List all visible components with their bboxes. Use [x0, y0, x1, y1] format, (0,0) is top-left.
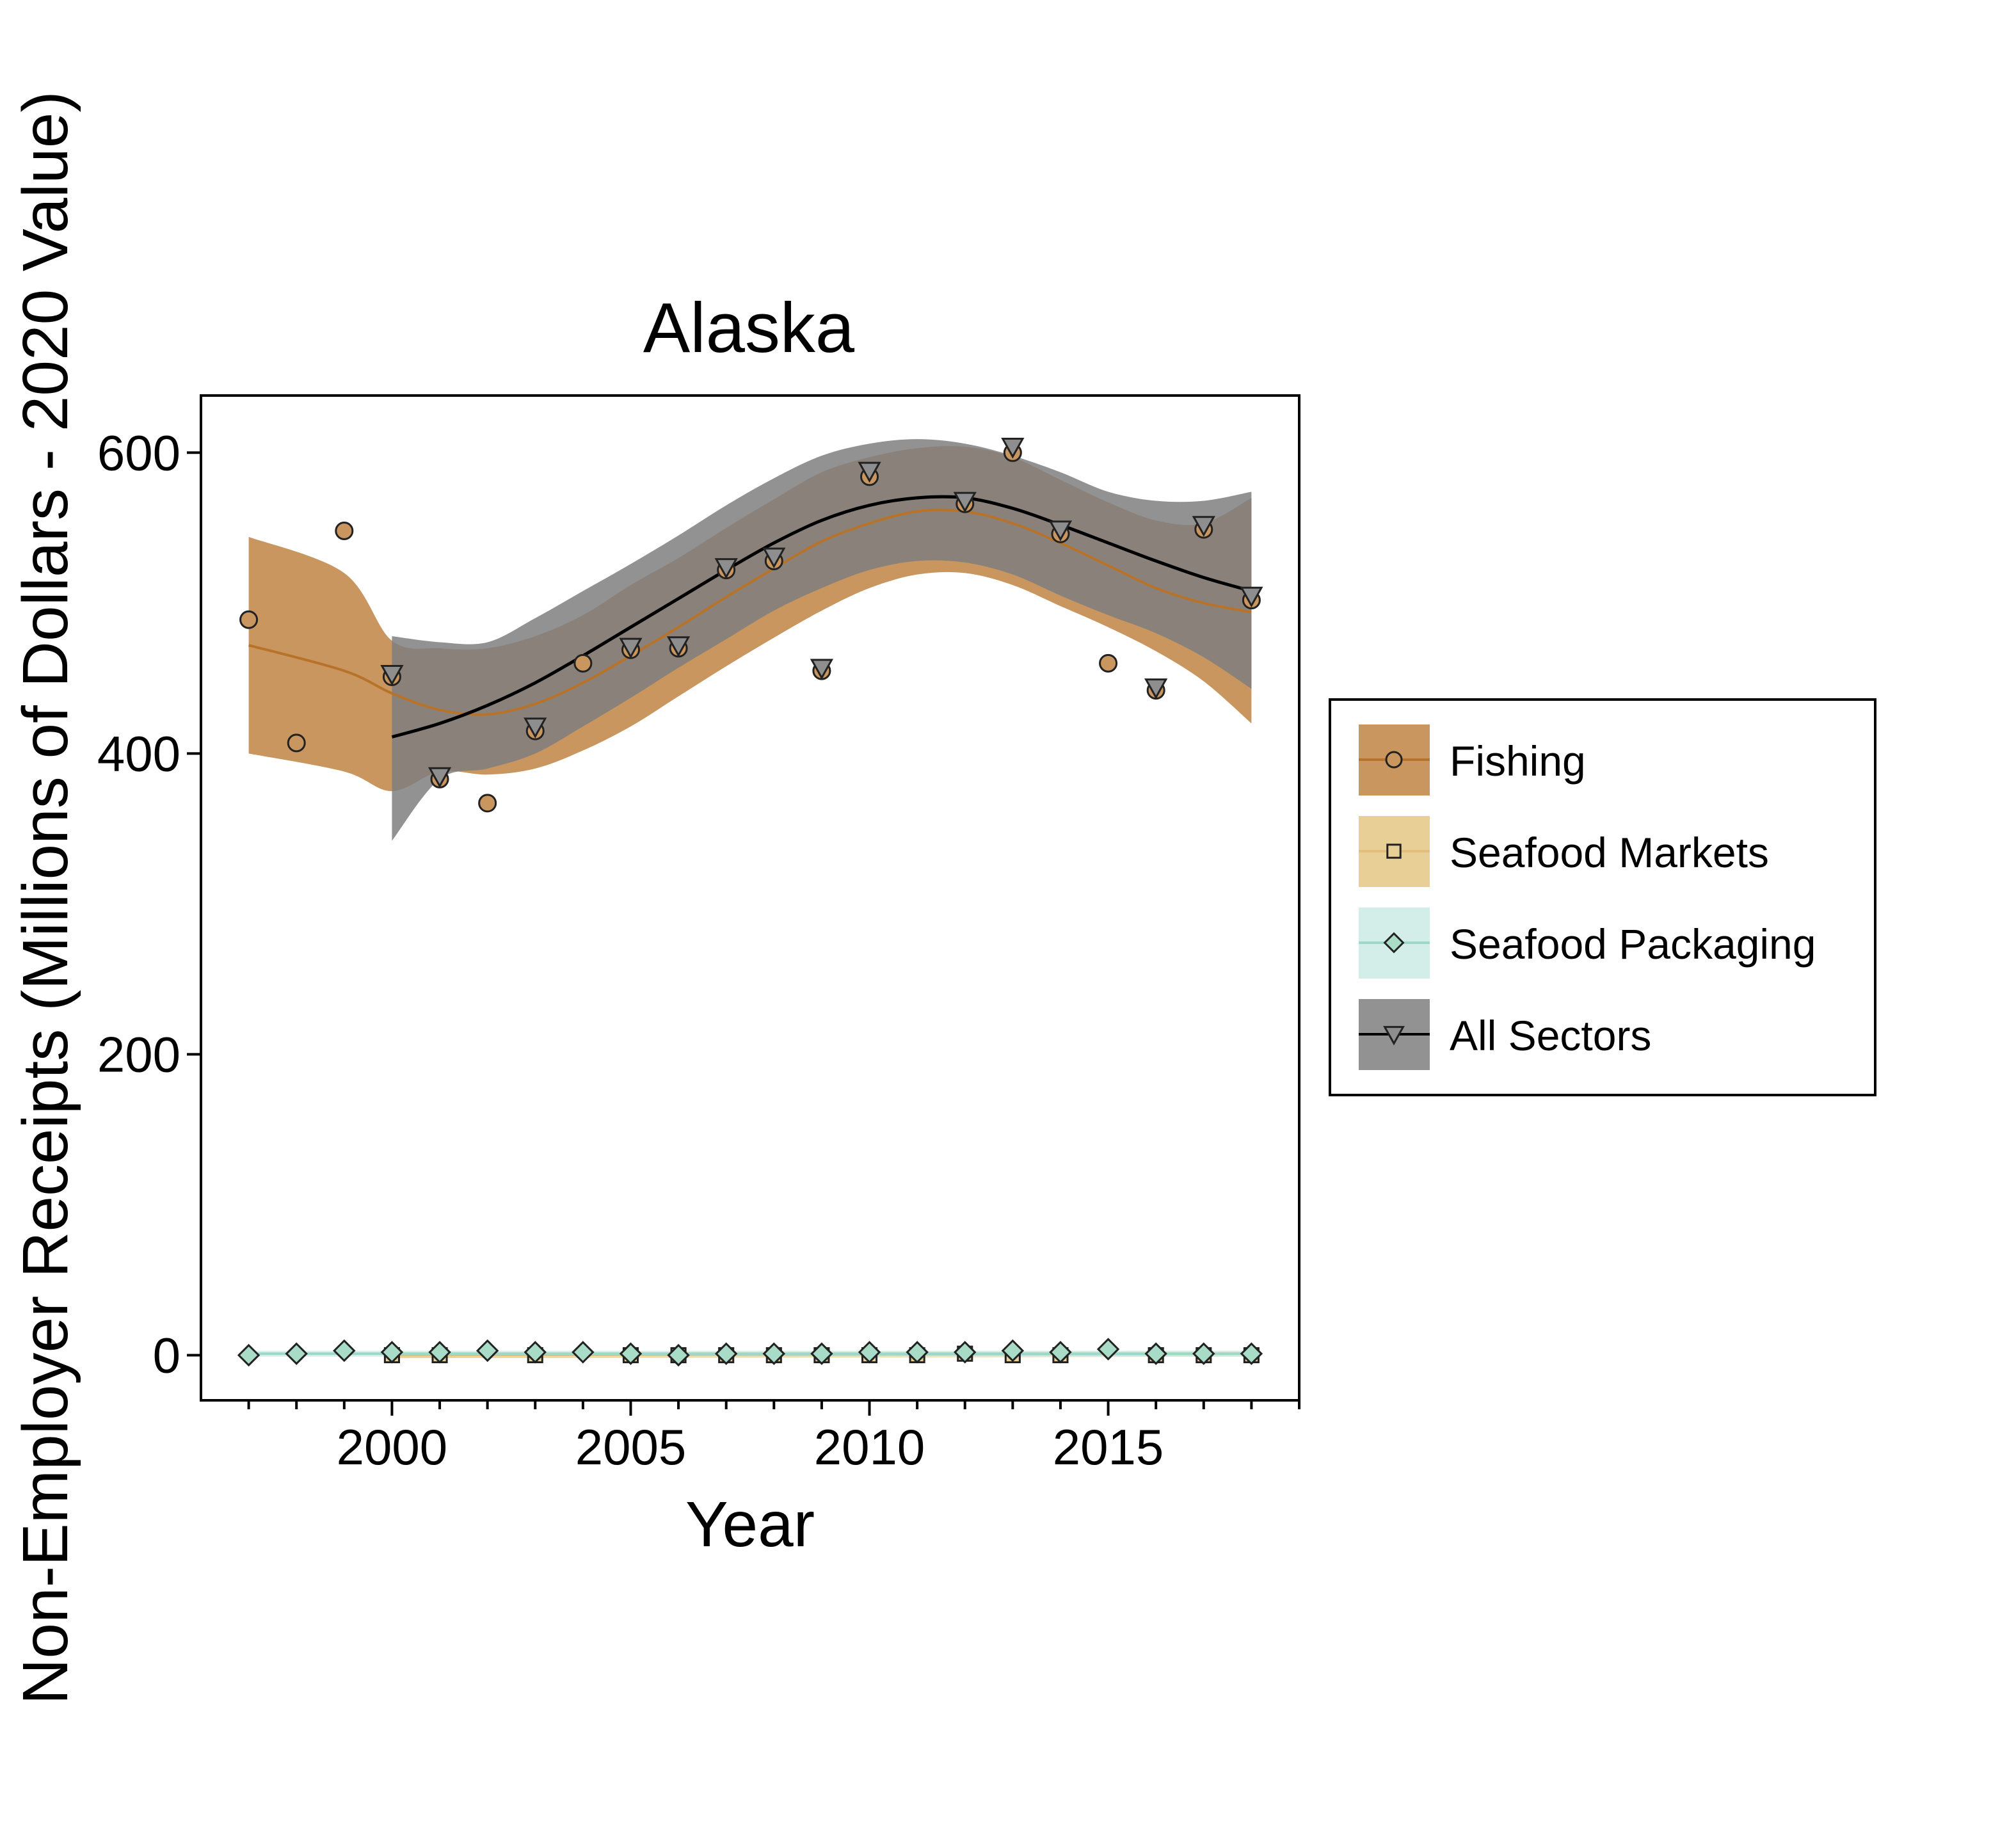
point-2-7: [572, 1341, 595, 1364]
x-tick-label: 2000: [337, 1419, 448, 1475]
point-3-13: [1144, 678, 1168, 700]
point-0-0: [239, 610, 259, 629]
y-tick-label: 400: [97, 725, 180, 781]
band-3: [392, 439, 1252, 841]
point-3-14: [1240, 586, 1263, 608]
point-3-12: [1192, 516, 1215, 537]
point-0-1: [287, 733, 306, 753]
y-tick-label: 600: [97, 424, 180, 481]
point-3-10: [1001, 438, 1025, 459]
point-3-1: [428, 767, 452, 788]
point-0-18: [1099, 653, 1118, 673]
point-2-21: [1240, 1342, 1263, 1365]
point-2-12: [810, 1342, 833, 1365]
y-tick-label: 0: [153, 1327, 180, 1383]
point-2-13: [858, 1341, 881, 1364]
legend: Fishing Seafood Markets Seafood Packaging A…: [1329, 698, 1876, 1096]
legend-marker-1: [1386, 844, 1402, 859]
point-2-5: [476, 1339, 499, 1363]
point-3-0: [380, 664, 404, 686]
y-axis-label: Non-Employer Receipts (Millions of Dolla…: [10, 91, 81, 1704]
point-2-16: [1001, 1339, 1025, 1363]
point-2-20: [1192, 1342, 1215, 1365]
data-points: [237, 438, 1263, 1367]
point-2-8: [619, 1342, 643, 1365]
legend-marker-2: [1383, 932, 1405, 954]
point-3-3: [619, 637, 643, 659]
legend-label-2: Seafood Packaging: [1450, 920, 1816, 968]
point-2-15: [954, 1341, 977, 1364]
point-2-17: [1049, 1341, 1072, 1364]
y-axis: 0 200 400 600: [97, 424, 201, 1383]
point-2-19: [1144, 1342, 1167, 1365]
point-3-6: [762, 547, 786, 569]
point-2-0: [237, 1343, 260, 1367]
legend-label-3: All Sectors: [1450, 1012, 1651, 1059]
x-axis: 2000 2005 2010 2015: [247, 1400, 1300, 1475]
point-0-5: [478, 794, 497, 813]
point-3-7: [810, 659, 834, 680]
trend-line-3: [391, 495, 1252, 739]
y-tick-label: 200: [97, 1026, 180, 1082]
point-2-18: [1096, 1338, 1120, 1361]
point-2-1: [285, 1342, 308, 1365]
point-2-10: [714, 1342, 738, 1365]
point-2-3: [380, 1341, 404, 1364]
point-3-8: [858, 461, 881, 483]
point-0-2: [335, 522, 354, 541]
x-tick-label: 2005: [575, 1419, 687, 1475]
point-3-11: [1048, 520, 1073, 541]
x-tick-label: 2010: [814, 1419, 925, 1475]
legend-marker-3: [1383, 1026, 1405, 1046]
point-3-5: [714, 558, 738, 579]
confidence-bands: [248, 439, 1252, 1359]
point-2-4: [428, 1341, 451, 1364]
legend-marker-0: [1385, 751, 1403, 769]
point-2-9: [667, 1343, 690, 1367]
plot-frame: [200, 394, 1300, 1402]
point-3-2: [524, 717, 547, 739]
point-2-6: [524, 1341, 547, 1364]
x-axis-label: Year: [685, 1489, 815, 1560]
point-2-14: [906, 1341, 929, 1364]
point-3-9: [953, 492, 977, 513]
x-tick-label: 2015: [1053, 1419, 1164, 1475]
point-2-2: [333, 1339, 356, 1363]
legend-label-1: Seafood Markets: [1450, 829, 1769, 876]
legend-label-0: Fishing: [1450, 737, 1586, 785]
chart-title: Alaska: [643, 289, 855, 367]
point-2-11: [762, 1342, 786, 1365]
point-3-4: [666, 636, 691, 657]
point-0-7: [573, 653, 593, 673]
trend-line-0: [248, 508, 1252, 716]
